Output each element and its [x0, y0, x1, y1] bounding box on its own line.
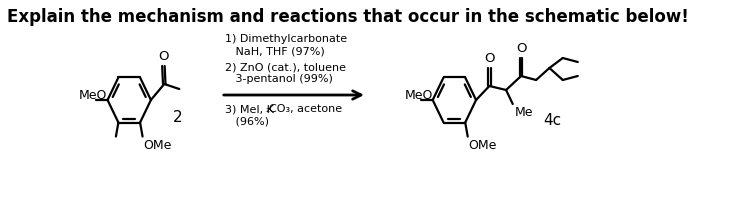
Text: OMe: OMe	[143, 139, 172, 152]
Text: 4c: 4c	[544, 112, 562, 128]
Text: Explain the mechanism and reactions that occur in the schematic below!: Explain the mechanism and reactions that…	[7, 8, 689, 26]
Text: ₂: ₂	[265, 104, 269, 114]
Text: 2) ZnO (cat.), toluene: 2) ZnO (cat.), toluene	[225, 62, 346, 72]
Text: MeO: MeO	[79, 88, 107, 101]
Text: 2: 2	[173, 110, 183, 125]
Text: MeO: MeO	[404, 88, 433, 101]
Text: 1) Dimethylcarbonate: 1) Dimethylcarbonate	[225, 34, 347, 44]
Text: OMe: OMe	[469, 139, 497, 152]
Text: O: O	[484, 52, 495, 65]
Text: O: O	[158, 50, 169, 63]
Text: 3) MeI, K: 3) MeI, K	[225, 104, 274, 114]
Text: CO₃, acetone: CO₃, acetone	[269, 104, 342, 114]
Text: 3-pentanol (99%): 3-pentanol (99%)	[225, 74, 333, 84]
Text: Me: Me	[515, 106, 533, 119]
Text: O: O	[516, 42, 526, 55]
Text: (96%): (96%)	[225, 116, 269, 126]
Text: NaH, THF (97%): NaH, THF (97%)	[225, 46, 325, 56]
